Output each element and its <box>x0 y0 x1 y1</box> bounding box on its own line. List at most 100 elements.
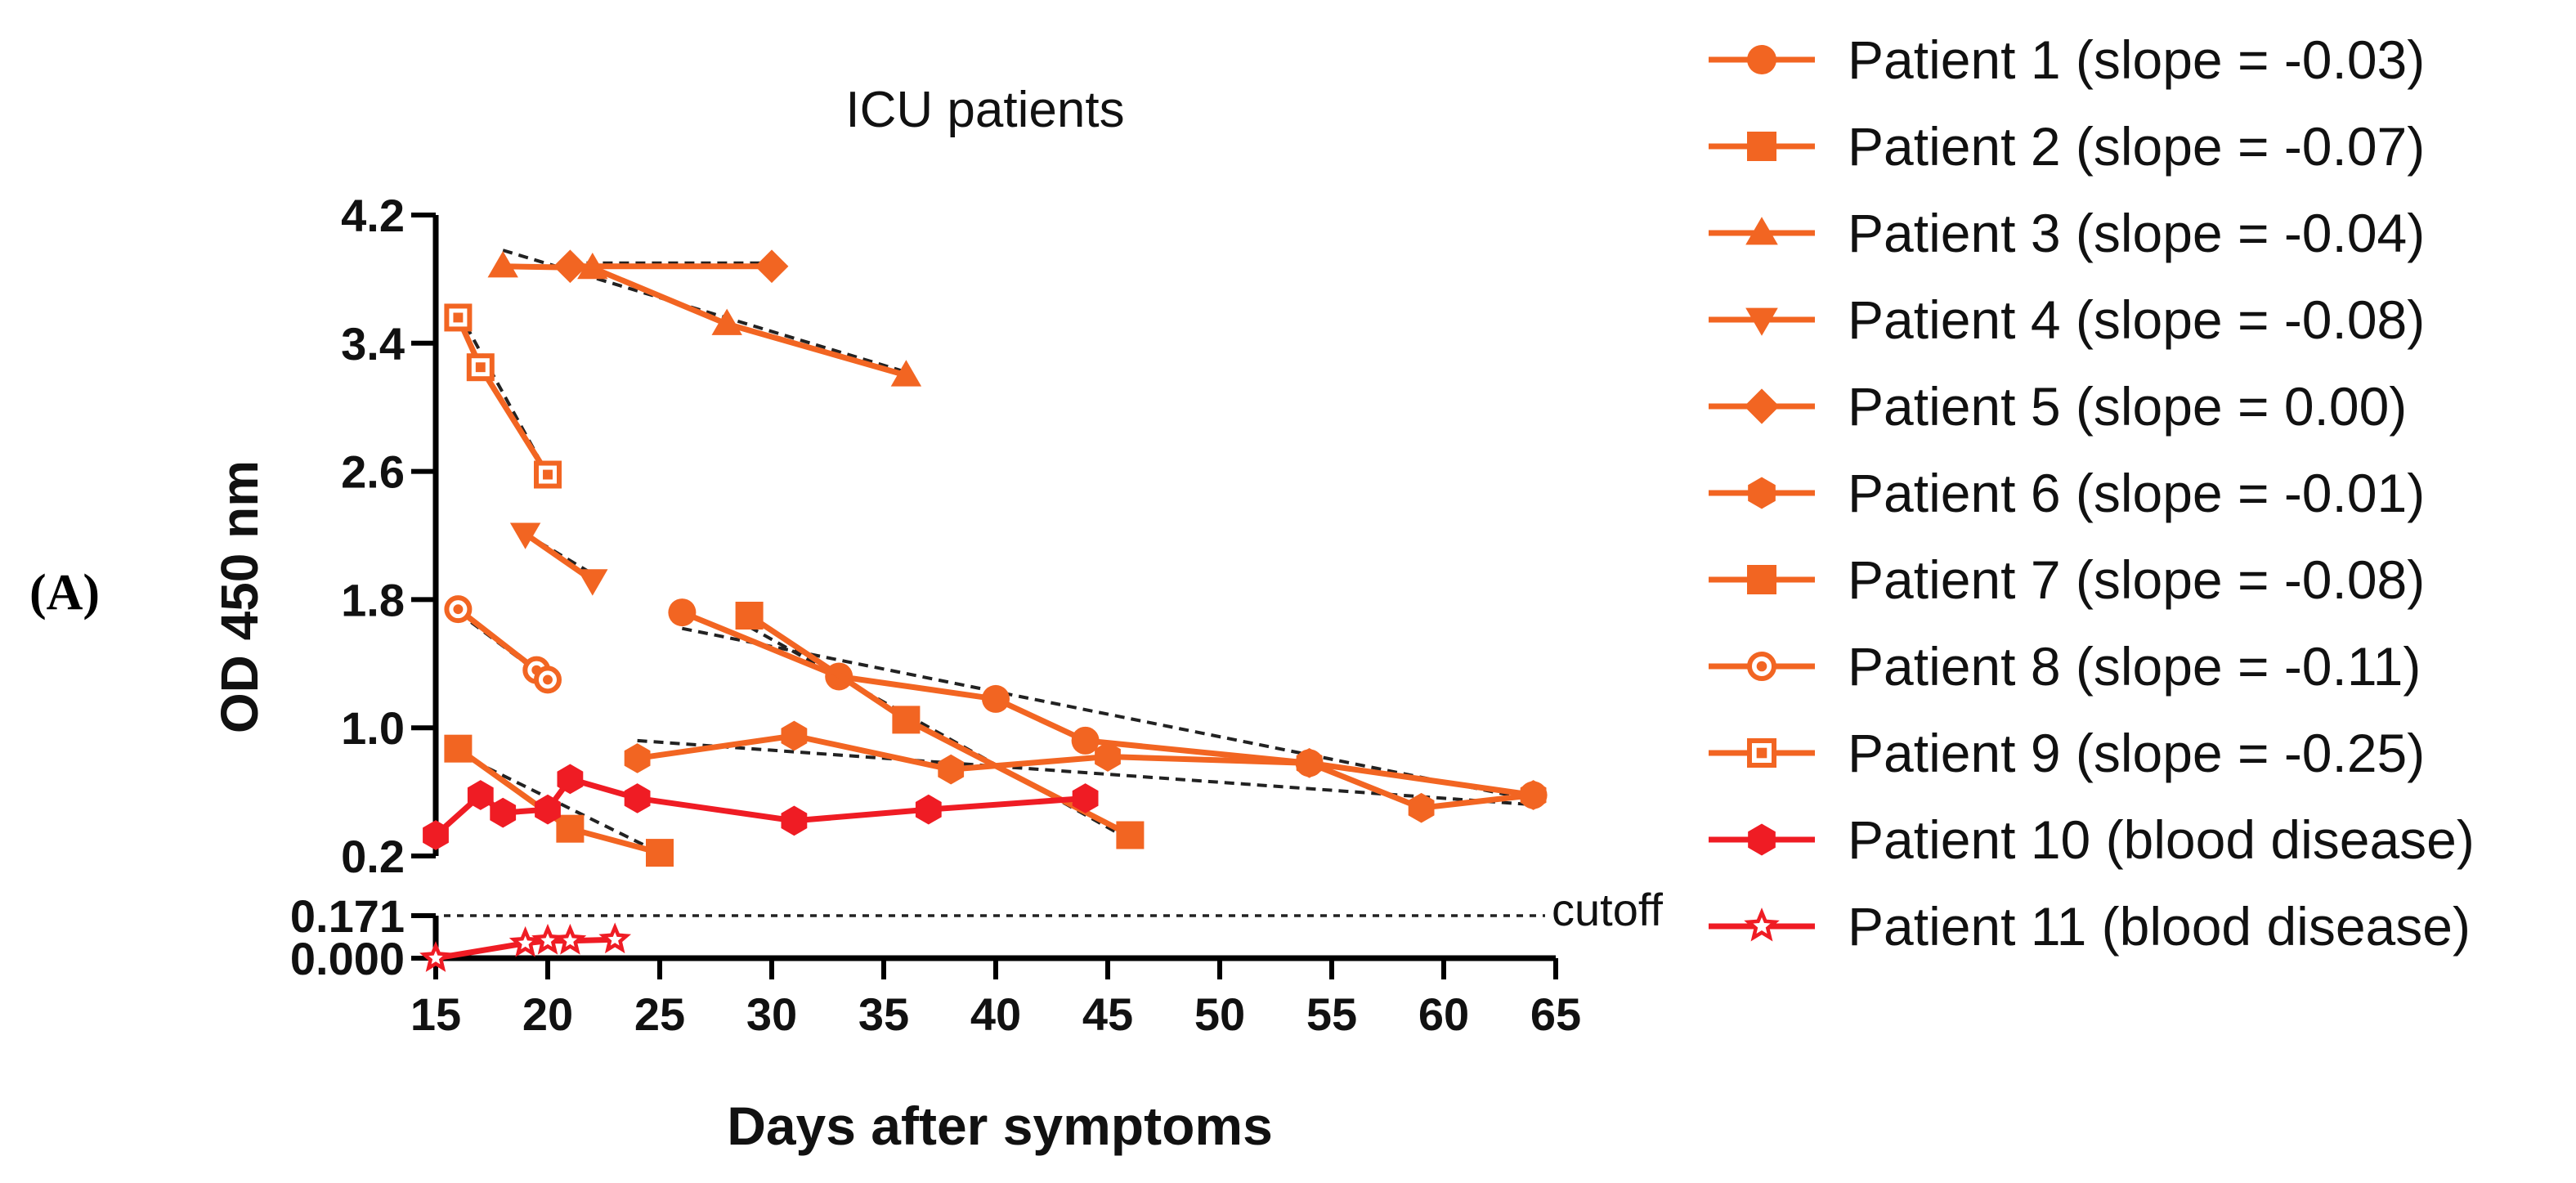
legend-item: Patient 11 (blood disease) <box>1700 883 2567 970</box>
x-axis-label: Days after symptoms <box>727 1096 1273 1156</box>
data-point <box>1747 45 1776 74</box>
y-tick-label: 0.2 <box>341 831 405 882</box>
data-point <box>419 941 452 972</box>
data-point <box>1745 217 1778 245</box>
legend-label: Patient 3 (slope = -0.04) <box>1848 203 2426 263</box>
x-tick-label: 45 <box>1082 988 1133 1040</box>
data-point <box>535 794 561 825</box>
data-point <box>490 797 517 828</box>
legend-swatch <box>1709 217 1815 245</box>
data-point <box>1744 388 1780 424</box>
data-point <box>1095 742 1121 772</box>
series-line <box>503 263 907 379</box>
series-line <box>455 316 550 477</box>
data-point <box>598 922 632 954</box>
legend-label: Patient 8 (slope = -0.11) <box>1848 636 2421 697</box>
x-tick-label: 15 <box>410 988 461 1040</box>
series-3 <box>487 251 922 387</box>
legend-label: Patient 9 (slope = -0.25) <box>1848 723 2426 783</box>
series-line <box>433 776 1086 838</box>
x-tick-label: 35 <box>858 988 909 1040</box>
legend-swatch <box>1709 565 1815 594</box>
y-tick-label: 4.2 <box>341 190 405 241</box>
series-9 <box>444 303 562 489</box>
trend-line <box>682 626 1534 802</box>
trend-layer <box>456 249 1534 854</box>
data-point-dot <box>453 604 464 615</box>
series-6 <box>624 720 1547 823</box>
x-tick-label: 65 <box>1530 988 1581 1040</box>
x-tick-label: 40 <box>970 988 1021 1040</box>
data-point <box>1296 747 1323 778</box>
data-point <box>938 754 965 785</box>
legend-item: Patient 9 (slope = -0.25) <box>1700 710 2567 796</box>
data-point <box>466 353 495 382</box>
data-point <box>624 743 651 773</box>
x-tick-label: 55 <box>1306 988 1357 1040</box>
series-layer <box>419 249 1548 972</box>
legend-label: Patient 7 (slope = -0.08) <box>1848 549 2426 610</box>
legend-label: Patient 4 (slope = -0.08) <box>1848 289 2426 350</box>
legend-label: Patient 2 (slope = -0.07) <box>1848 116 2426 177</box>
chart-title: ICU patients <box>845 82 1124 138</box>
legend-item: Patient 8 (slope = -0.11) <box>1700 623 2567 710</box>
data-point <box>735 602 764 630</box>
data-point <box>624 783 651 813</box>
legend-label: Patient 1 (slope = -0.03) <box>1848 29 2426 90</box>
series-1 <box>668 598 1548 809</box>
data-point <box>781 805 808 836</box>
x-tick-label: 30 <box>746 988 797 1040</box>
data-point <box>1071 726 1100 755</box>
data-point <box>531 923 564 955</box>
series-8 <box>444 595 562 694</box>
data-point-dot <box>543 674 553 685</box>
data-point <box>487 251 518 278</box>
data-point <box>711 308 742 335</box>
y-tick-label: 1.0 <box>341 702 405 754</box>
series-line <box>681 609 1534 798</box>
legend-swatch <box>1709 307 1815 336</box>
x-tick-label: 60 <box>1418 988 1469 1040</box>
legend: Patient 1 (slope = -0.03) Patient 2 (slop… <box>1700 16 2567 970</box>
data-point <box>1747 738 1776 768</box>
legend-item: Patient 7 (slope = -0.08) <box>1700 536 2567 623</box>
data-point <box>1072 783 1099 813</box>
data-point-dot <box>453 312 464 323</box>
data-point <box>1747 132 1776 161</box>
legend-label: Patient 6 (slope = -0.01) <box>1848 463 2426 523</box>
data-point-dot <box>543 469 553 480</box>
legend-swatch <box>1709 388 1815 424</box>
data-point <box>668 598 697 627</box>
legend-swatch <box>1709 907 1815 942</box>
data-point <box>444 303 473 332</box>
data-point <box>1748 477 1776 509</box>
data-point-dot <box>1756 661 1767 672</box>
legend-label: Patient 11 (blood disease) <box>1848 896 2471 957</box>
series-11 <box>419 922 632 972</box>
data-point <box>892 706 921 734</box>
data-point <box>890 360 922 387</box>
data-point-dot <box>475 362 486 373</box>
data-point <box>444 734 473 763</box>
data-point <box>553 249 587 284</box>
data-point <box>423 820 449 850</box>
legend-item: Patient 10 (blood disease) <box>1700 796 2567 883</box>
legend-item: Patient 6 (slope = -0.01) <box>1700 450 2567 536</box>
legend-swatch <box>1709 823 1815 856</box>
data-point <box>646 839 674 867</box>
y-tick-label: 0.000 <box>290 933 405 984</box>
data-point <box>755 249 789 284</box>
data-point <box>1748 823 1776 856</box>
data-point <box>982 684 1010 713</box>
y-tick-label: 0.171 <box>290 890 405 942</box>
legend-swatch <box>1709 738 1815 768</box>
trend-line <box>637 738 1534 807</box>
legend-swatch <box>1709 477 1815 509</box>
legend-swatch <box>1709 652 1815 681</box>
y-tick-label: 1.8 <box>341 574 405 625</box>
data-point <box>556 814 585 843</box>
x-tick-label: 25 <box>634 988 685 1040</box>
series-2 <box>735 602 1145 849</box>
